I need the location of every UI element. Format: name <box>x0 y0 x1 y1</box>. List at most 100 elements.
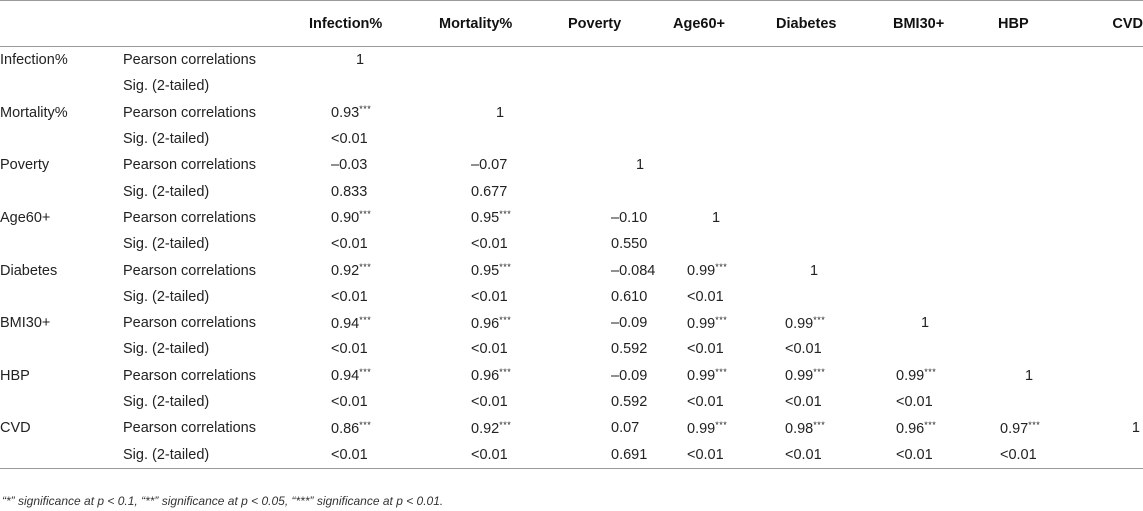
table-cell <box>673 178 776 204</box>
cell-value: <0.01 <box>687 288 724 305</box>
table-cell: –0.084 <box>568 257 673 283</box>
table-cell: <0.01 <box>309 126 439 152</box>
table-cell <box>1089 389 1143 415</box>
cell-value: 0.96 <box>471 368 500 385</box>
cell-value: <0.01 <box>471 288 508 305</box>
table-cell <box>893 205 998 231</box>
table-row: Sig. (2-tailed) <0.01 <0.01 0.610 <0.01 <box>0 284 1143 310</box>
column-header: Age60+ <box>673 0 776 47</box>
table-row: CVD Pearson correlations 0.86*** 0.92*** 0.0… <box>0 415 1143 441</box>
table-cell: 0.99*** <box>673 415 776 441</box>
variable-label: Poverty <box>0 157 50 174</box>
cell-value: 0.691 <box>611 446 648 463</box>
table-cell: –0.10 <box>568 205 673 231</box>
table-cell: –0.09 <box>568 310 673 336</box>
table-cell <box>998 178 1089 204</box>
table-cell: <0.01 <box>309 336 439 362</box>
table-cell: 0.592 <box>568 389 673 415</box>
cell-value: 0.90 <box>331 210 360 227</box>
table-cell <box>1089 284 1143 310</box>
table-cell: 0.97*** <box>998 415 1089 441</box>
table-row: Sig. (2-tailed) <0.01 <box>0 126 1143 152</box>
table-footnote: “*” significance at p < 0.1, “**” signif… <box>2 494 444 508</box>
variable-label <box>0 231 118 257</box>
cell-value: 0.95 <box>471 210 500 227</box>
table-cell <box>1089 310 1143 336</box>
table-row: Sig. (2-tailed) <0.01 <0.01 0.691 <0.01 <0.01… <box>0 441 1143 469</box>
cell-value: 0.99 <box>687 368 716 385</box>
table-cell <box>1089 231 1143 257</box>
statistic-label: Sig. (2-tailed) <box>123 394 210 410</box>
cell-value: <0.01 <box>331 446 368 463</box>
cell-value: 0.96 <box>471 315 500 332</box>
cell-value: 0.99 <box>785 368 814 385</box>
column-header: CVD <box>1089 0 1143 47</box>
table-cell: <0.01 <box>673 441 776 469</box>
table-cell <box>1089 336 1143 362</box>
table-row: Sig. (2-tailed) <0.01 <0.01 0.592 <0.01 <0.01 <box>0 336 1143 362</box>
cell-value: 1 <box>636 157 645 174</box>
table-cell <box>893 100 998 126</box>
significance-stars: *** <box>715 419 728 430</box>
cell-value: 0.99 <box>687 315 716 332</box>
table-cell: <0.01 <box>439 231 568 257</box>
table-cell <box>998 73 1089 99</box>
table-cell <box>893 257 998 283</box>
significance-stars: *** <box>359 419 372 430</box>
table-cell <box>1089 178 1143 204</box>
cell-value: <0.01 <box>1000 446 1037 463</box>
table-cell: 0.677 <box>439 178 568 204</box>
cell-value: 0.86 <box>331 420 360 437</box>
table-cell: 1 <box>309 47 439 74</box>
table-cell <box>893 73 998 99</box>
cell-value: 0.92 <box>331 263 360 280</box>
cell-value: –0.09 <box>611 315 648 332</box>
column-header <box>0 0 118 47</box>
significance-stars: *** <box>813 419 826 430</box>
column-header: Poverty <box>568 0 673 47</box>
table-row: Poverty Pearson correlations –0.03 –0.07 1 <box>0 152 1143 178</box>
table-cell <box>568 178 673 204</box>
table-cell <box>776 126 893 152</box>
table-cell <box>776 73 893 99</box>
table-cell: <0.01 <box>439 336 568 362</box>
column-header: Infection% <box>309 0 439 47</box>
variable-label: Infection% <box>0 52 68 69</box>
table-row: Sig. (2-tailed) 0.833 0.677 <box>0 178 1143 204</box>
cell-value: –0.03 <box>331 157 368 174</box>
statistic-label: Pearson correlations <box>123 315 256 332</box>
statistic-label: Sig. (2-tailed) <box>123 183 210 200</box>
table-cell <box>1089 100 1143 126</box>
table-cell <box>776 231 893 257</box>
cell-value: <0.01 <box>471 236 508 253</box>
table-cell: 0.93*** <box>309 100 439 126</box>
table-cell <box>893 126 998 152</box>
cell-value: 0.98 <box>785 420 814 437</box>
table-cell: <0.01 <box>776 441 893 469</box>
table-cell <box>439 47 568 74</box>
cell-value: –0.07 <box>471 157 508 174</box>
significance-stars: *** <box>359 262 372 273</box>
significance-stars: *** <box>924 367 937 378</box>
variable-label <box>0 73 118 99</box>
table-cell <box>998 310 1089 336</box>
statistic-label: Pearson correlations <box>123 52 256 69</box>
statistic-label: Pearson correlations <box>123 367 256 384</box>
table-cell: 0.98*** <box>776 415 893 441</box>
variable-label <box>0 441 118 469</box>
cell-value: <0.01 <box>687 446 724 463</box>
table-cell: <0.01 <box>309 441 439 469</box>
cell-value: 0.592 <box>611 394 648 410</box>
table-cell: 1 <box>1089 415 1143 441</box>
table-cell <box>998 389 1089 415</box>
column-header <box>118 0 309 47</box>
table-cell <box>893 336 998 362</box>
statistic-label: Sig. (2-tailed) <box>123 341 210 358</box>
table-cell <box>568 47 673 74</box>
table-cell: 0.86*** <box>309 415 439 441</box>
table-cell <box>439 126 568 152</box>
significance-stars: *** <box>499 209 512 220</box>
table-cell <box>893 178 998 204</box>
table-cell <box>893 284 998 310</box>
table-row: Sig. (2-tailed) <0.01 <0.01 0.592 <0.01 <0.01… <box>0 389 1143 415</box>
